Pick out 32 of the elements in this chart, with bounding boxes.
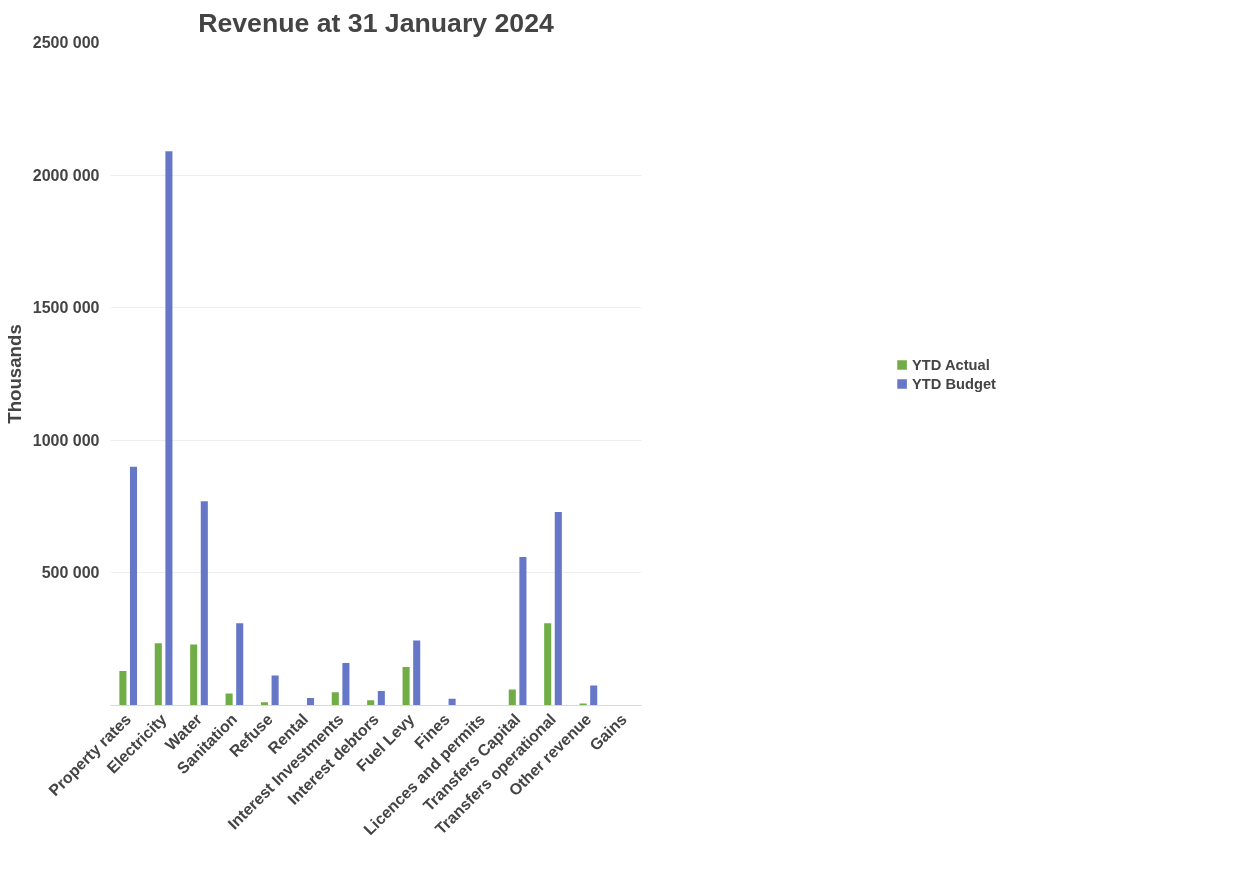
bar	[519, 556, 527, 706]
bar	[260, 702, 269, 706]
bar	[306, 698, 315, 706]
bar	[331, 692, 339, 706]
bar	[508, 689, 516, 706]
y-tick-label: 2500 000	[32, 34, 100, 51]
y-tick-label: 1500 000	[32, 299, 100, 317]
bar	[271, 675, 279, 706]
bar	[402, 667, 410, 706]
bar	[544, 623, 552, 706]
legend-label: YTD Budget	[912, 375, 996, 391]
legend-label: YTD Actual	[912, 356, 990, 372]
bar	[590, 685, 598, 706]
bar	[342, 663, 350, 706]
bar	[579, 703, 587, 706]
y-tick-label: 500 000	[41, 564, 100, 582]
bar	[200, 501, 208, 706]
bar	[225, 693, 233, 706]
bar	[236, 623, 244, 706]
bar	[377, 690, 385, 706]
bar	[165, 151, 173, 706]
y-axis-title: Thousands	[3, 324, 25, 424]
bar	[554, 511, 562, 706]
bar	[129, 466, 138, 706]
y-tick-label: 2000 000	[32, 166, 100, 184]
chart-title: Revenue at 31 January 2024	[198, 7, 554, 38]
bar	[367, 700, 375, 706]
y-tick-label: 1000 000	[32, 431, 100, 449]
bar	[190, 644, 198, 706]
bar	[154, 643, 162, 706]
bar	[119, 671, 127, 706]
bar	[413, 640, 421, 706]
